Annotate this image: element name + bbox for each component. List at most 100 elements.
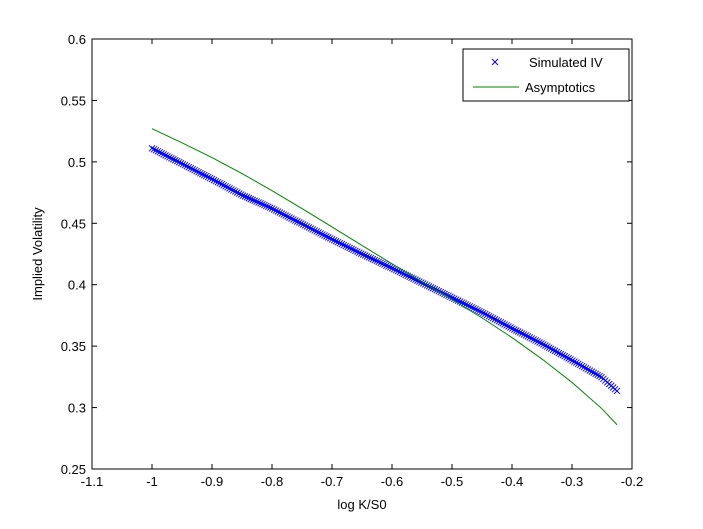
y-axis-label: Implied Volatility	[30, 207, 45, 301]
data-point	[545, 344, 553, 351]
data-point	[268, 205, 276, 212]
data-point	[243, 193, 251, 201]
data-point	[538, 340, 545, 347]
data-point	[507, 324, 514, 331]
data-point	[363, 253, 371, 260]
data-point	[210, 176, 218, 184]
data-point	[303, 223, 311, 230]
data-point	[495, 317, 503, 325]
data-point	[235, 190, 243, 197]
data-point	[160, 150, 167, 158]
data-point	[574, 360, 582, 368]
data-point	[472, 305, 479, 313]
data-point	[487, 313, 495, 321]
data-point	[540, 341, 547, 348]
series-line-asymptotics	[151, 128, 618, 426]
data-point	[286, 214, 293, 221]
data-point	[590, 369, 598, 377]
data-point	[481, 310, 489, 318]
data-point	[171, 156, 179, 164]
data-point	[189, 165, 197, 173]
y-tick-label: 0.3	[68, 401, 86, 416]
axis-ticks: -1.1 -1 -0.9 -0.8 -0.7 -0.6 -0.5 -0.4 -0.3 -0.2 0.…	[61, 32, 644, 489]
data-point	[148, 145, 156, 152]
data-point	[588, 368, 596, 375]
data-point	[354, 248, 361, 256]
data-point	[468, 303, 476, 311]
data-point	[532, 337, 539, 344]
data-point	[288, 215, 295, 222]
data-point	[594, 371, 601, 379]
data-point	[290, 216, 297, 223]
data-point	[346, 244, 353, 252]
y-tick-label: 0.45	[61, 216, 86, 231]
data-point	[466, 303, 474, 310]
series-layer	[148, 128, 621, 426]
data-point	[330, 236, 338, 244]
data-point	[282, 212, 290, 219]
data-point	[381, 261, 388, 268]
data-point	[412, 276, 419, 283]
data-point	[571, 358, 578, 365]
data-point	[596, 372, 603, 380]
data-point	[332, 237, 340, 245]
data-point	[541, 342, 549, 349]
data-point	[173, 157, 181, 165]
data-point	[187, 164, 195, 172]
x-tick-label: -0.8	[261, 474, 283, 489]
data-point	[522, 332, 530, 339]
data-point	[572, 359, 580, 367]
data-point	[228, 186, 235, 193]
data-point	[197, 169, 204, 177]
x-tick-label: -0.2	[621, 474, 643, 489]
data-point	[547, 345, 555, 353]
data-point	[237, 191, 245, 198]
data-point	[199, 170, 206, 178]
data-point	[191, 166, 198, 174]
data-point	[334, 238, 342, 246]
data-point	[543, 343, 551, 350]
data-point	[297, 220, 305, 227]
data-point	[367, 254, 375, 262]
data-point	[226, 185, 233, 192]
data-point	[321, 232, 328, 239]
legend-label-simulated-iv: Simulated IV	[529, 55, 603, 70]
data-point	[528, 335, 536, 342]
data-point	[551, 347, 559, 355]
data-point	[406, 273, 414, 281]
data-point	[276, 209, 284, 216]
data-point	[476, 307, 483, 315]
data-point	[450, 295, 458, 303]
data-point	[445, 292, 452, 300]
data-point	[162, 151, 169, 159]
data-point	[323, 233, 330, 240]
data-point	[230, 187, 237, 194]
data-point	[501, 321, 508, 328]
data-point	[150, 146, 158, 153]
data-point	[202, 172, 210, 180]
data-point	[284, 213, 291, 220]
data-point	[447, 293, 454, 301]
data-point	[181, 161, 189, 169]
legend-marker-simulated-iv	[491, 58, 499, 66]
y-tick-label: 0.4	[68, 278, 86, 293]
data-point	[549, 346, 557, 354]
data-point	[613, 387, 621, 395]
data-point	[164, 152, 171, 160]
data-point	[559, 351, 567, 359]
data-point	[359, 251, 367, 258]
data-point	[580, 363, 588, 371]
data-point	[392, 266, 400, 274]
data-point	[307, 225, 315, 232]
data-point	[369, 255, 377, 263]
legend-box	[462, 48, 630, 102]
data-point	[169, 155, 177, 163]
data-point	[524, 333, 532, 340]
data-point	[220, 181, 228, 189]
data-point	[299, 221, 307, 228]
data-point	[582, 364, 590, 372]
data-point	[390, 265, 398, 273]
data-point	[204, 173, 212, 181]
data-point	[214, 178, 222, 186]
